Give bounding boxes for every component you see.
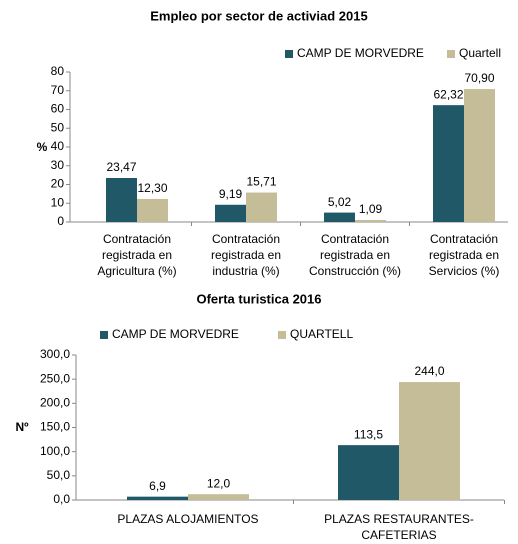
x-tick-label: Contratación registrada en Agricultura (%) bbox=[97, 232, 176, 278]
legend-label: QUARTELL bbox=[290, 327, 353, 341]
bar bbox=[355, 219, 386, 222]
y-tick-label: 0 bbox=[57, 214, 64, 228]
legend-swatch bbox=[447, 50, 455, 58]
y-tick-label: 300,0 bbox=[40, 347, 70, 361]
data-label: 23,47 bbox=[106, 160, 136, 174]
bar bbox=[338, 445, 399, 500]
data-label: 113,5 bbox=[354, 427, 383, 441]
legend-swatch bbox=[285, 50, 293, 58]
bar bbox=[215, 204, 246, 222]
x-tick-label: Contratación registrada en industria (%) bbox=[211, 232, 281, 278]
bar bbox=[464, 89, 495, 222]
y-tick-label: 100,0 bbox=[40, 444, 70, 458]
chart-title: Oferta turistica 2016 bbox=[196, 291, 321, 306]
chart-title: Empleo por sector de activiad 2015 bbox=[150, 8, 367, 23]
data-label: 70,90 bbox=[464, 71, 494, 85]
legend-label: CAMP DE MORVEDRE bbox=[112, 327, 239, 341]
data-label: 5,02 bbox=[328, 195, 352, 209]
x-tick-label: Contratación registrada en Construcción (%… bbox=[309, 232, 401, 278]
y-tick-label: 80 bbox=[51, 64, 65, 78]
bar bbox=[324, 212, 355, 222]
y-tick-label: 70 bbox=[51, 83, 65, 97]
legend-swatch bbox=[100, 331, 108, 339]
x-tick-label-line: PLAZAS ALOJAMIENTOS bbox=[117, 512, 258, 526]
bar bbox=[137, 198, 168, 222]
bar bbox=[246, 192, 277, 222]
bar bbox=[127, 496, 188, 500]
y-tick-label: 0,0 bbox=[53, 492, 70, 506]
data-label: 12,0 bbox=[207, 476, 231, 490]
x-tick-label-line: registrada en bbox=[320, 248, 390, 262]
bar bbox=[188, 494, 249, 500]
x-tick-label: PLAZAS RESTAURANTES- CAFETERIAS bbox=[324, 512, 474, 542]
y-axis-label: % bbox=[37, 140, 48, 154]
x-tick-label-line: Contratación bbox=[430, 232, 498, 246]
legend-label: Quartell bbox=[459, 46, 501, 60]
data-label: 1,09 bbox=[359, 202, 383, 216]
x-tick-label-line: PLAZAS RESTAURANTES- bbox=[324, 512, 474, 526]
y-tick-label: 40 bbox=[51, 139, 65, 153]
data-label: 6,9 bbox=[149, 479, 166, 493]
x-tick-label-line: CAFETERIAS bbox=[361, 528, 436, 542]
x-tick-label-line: Servicios (%) bbox=[429, 264, 500, 278]
bar bbox=[433, 105, 464, 222]
bar bbox=[106, 177, 137, 222]
bar bbox=[399, 382, 460, 500]
legend-label: CAMP DE MORVEDRE bbox=[297, 46, 424, 60]
data-label: 244,0 bbox=[414, 364, 444, 378]
y-tick-label: 50 bbox=[51, 120, 65, 134]
x-tick-label: Contratación registrada en Servicios (%) bbox=[429, 232, 500, 278]
y-tick-label: 150,0 bbox=[40, 420, 70, 434]
x-tick-label-line: Contratación bbox=[103, 232, 171, 246]
y-tick-label: 60 bbox=[51, 102, 65, 116]
y-tick-label: 20 bbox=[51, 177, 65, 191]
y-tick-label: 200,0 bbox=[40, 396, 70, 410]
x-tick-label-line: Construcción (%) bbox=[309, 264, 401, 278]
data-label: 12,30 bbox=[137, 181, 167, 195]
x-tick-label-line: industria (%) bbox=[212, 264, 279, 278]
x-tick-label-line: registrada en bbox=[429, 248, 499, 262]
y-tick-label: 250,0 bbox=[40, 371, 70, 385]
y-tick-label: 10 bbox=[51, 195, 65, 209]
x-tick-label-line: Contratación bbox=[212, 232, 280, 246]
x-tick-label-line: registrada en bbox=[102, 248, 172, 262]
y-axis-label: Nº bbox=[15, 420, 29, 434]
x-tick-label-line: Contratación bbox=[321, 232, 389, 246]
x-tick-label-line: Agricultura (%) bbox=[97, 264, 176, 278]
data-label: 9,19 bbox=[219, 187, 243, 201]
x-tick-label-line: registrada en bbox=[211, 248, 281, 262]
data-label: 62,32 bbox=[433, 87, 463, 101]
x-tick-label: PLAZAS ALOJAMIENTOS bbox=[117, 512, 258, 526]
data-label: 15,71 bbox=[246, 175, 276, 189]
y-tick-label: 30 bbox=[51, 158, 65, 172]
y-tick-label: 50,0 bbox=[47, 468, 71, 482]
legend-swatch bbox=[278, 331, 286, 339]
